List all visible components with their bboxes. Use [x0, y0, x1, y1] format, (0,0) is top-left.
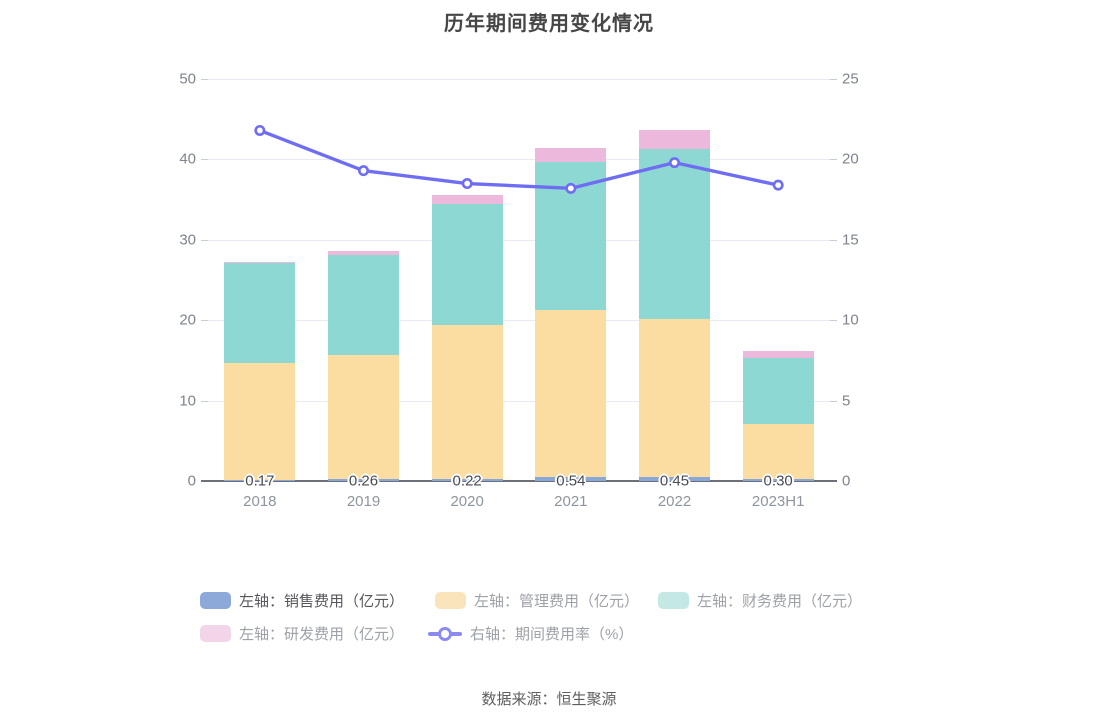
bar-segment-series1: [535, 310, 607, 477]
legend-color-swatch: [435, 592, 466, 609]
legend-item-series3[interactable]: 左轴：研发费用（亿元）: [200, 623, 404, 644]
bar-value-label: 0.22: [452, 472, 482, 490]
right-axis-tick: [830, 320, 837, 322]
data-source-note: 数据来源：恒生聚源: [481, 691, 617, 708]
legend-item-series0[interactable]: 左轴：销售费用（亿元）: [200, 590, 404, 611]
bar-segment-series2: [224, 263, 296, 364]
left-axis-tick: [201, 239, 208, 241]
bar-value-label: 0.45: [659, 472, 690, 490]
right-axis-label: 25: [842, 70, 859, 88]
bar-segment-series0: [742, 478, 814, 481]
left-axis-label: 20: [179, 311, 196, 329]
bar-column-2020: [431, 79, 503, 481]
bar-column-2022: [639, 79, 710, 481]
x-axis-category-label: 2020: [450, 493, 484, 510]
left-axis-tick: [201, 320, 208, 322]
h-gridline: [208, 320, 830, 322]
line-series-legend-icon: [428, 625, 462, 642]
left-axis-label: 10: [179, 392, 196, 410]
x-axis-category-label: 2021: [554, 493, 588, 510]
bar-segment-series1: [431, 324, 503, 480]
legend-color-swatch: [658, 592, 689, 609]
right-axis-tick: [830, 400, 837, 402]
bar-segment-series0: [431, 479, 503, 481]
bar-segment-series3: [328, 250, 399, 256]
bar-segment-series1: [328, 355, 399, 479]
legend-label: 右轴：期间费用率（%）: [470, 626, 634, 643]
legend-label: 左轴：研发费用（亿元）: [239, 626, 405, 643]
bar-segment-series2: [742, 358, 814, 424]
bar-segment-series0: [535, 476, 607, 481]
bar-value-label: 0.26: [348, 472, 379, 490]
legend-label: 左轴：管理费用（亿元）: [474, 593, 640, 610]
right-axis-label: 0: [842, 472, 851, 490]
bar-segment-series0: [639, 477, 710, 481]
legend-item-series4[interactable]: 右轴：期间费用率（%）: [428, 623, 633, 644]
bar-segment-series2: [431, 204, 503, 325]
bar-segment-series3: [535, 147, 607, 163]
x-axis-category-label: 2018: [243, 493, 277, 510]
right-axis-label: 15: [842, 231, 859, 249]
bar-segment-series3: [639, 130, 710, 150]
left-axis-tick: [201, 159, 208, 161]
bar-segment-series3: [224, 262, 296, 264]
bar-column-2021: [535, 79, 607, 481]
right-axis-label: 5: [842, 392, 851, 410]
x-axis-category-label: 2019: [346, 493, 381, 510]
bar-value-label: 0.17: [245, 472, 275, 490]
bar-segment-series2: [328, 255, 399, 356]
right-axis-tick: [830, 159, 837, 161]
x-axis-line: [201, 480, 837, 482]
legend-line-ring: [438, 627, 452, 641]
h-gridline: [208, 159, 830, 161]
bar-segment-series3: [742, 351, 814, 358]
legend-color-swatch: [200, 625, 231, 642]
left-axis-tick: [201, 79, 208, 80]
left-axis-label: 50: [179, 70, 196, 88]
bar-segment-series1: [742, 423, 814, 479]
left-axis-tick: [201, 400, 208, 402]
legend-label: 左轴：销售费用（亿元）: [239, 593, 405, 610]
h-gridline: [208, 239, 830, 241]
left-axis-label: 30: [179, 231, 196, 249]
bar-segment-series1: [224, 363, 296, 480]
legend-item-series1[interactable]: 左轴：管理费用（亿元）: [435, 590, 639, 611]
bar-column-2018: [224, 79, 296, 481]
bar-column-2023H1: [742, 79, 814, 481]
right-axis-tick: [830, 79, 837, 80]
bar-value-label: 0.30: [763, 472, 793, 490]
legend-label: 左轴：财务费用（亿元）: [697, 593, 863, 610]
bar-segment-series1: [639, 319, 710, 478]
right-axis-label: 10: [842, 311, 859, 329]
x-axis-category-label: 2023H1: [751, 493, 805, 510]
legend-color-swatch: [200, 592, 231, 609]
right-axis-label: 20: [842, 150, 859, 168]
x-axis-category-label: 2022: [657, 493, 692, 510]
bar-segment-series3: [431, 195, 503, 205]
right-axis-tick: [830, 239, 837, 241]
h-gridline: [208, 79, 830, 80]
legend-item-series2[interactable]: 左轴：财务费用（亿元）: [658, 590, 862, 611]
left-axis-label: 40: [179, 150, 196, 168]
left-axis-label: 0: [187, 472, 196, 490]
bar-segment-series2: [639, 149, 710, 319]
chart-title: 历年期间费用变化情况: [444, 13, 654, 35]
bar-segment-series2: [535, 162, 607, 311]
bar-column-2019: [328, 79, 399, 481]
bar-segment-series0: [328, 478, 399, 481]
bar-segment-series0: [224, 479, 296, 481]
h-gridline: [208, 400, 830, 402]
bar-value-label: 0.54: [556, 472, 586, 490]
